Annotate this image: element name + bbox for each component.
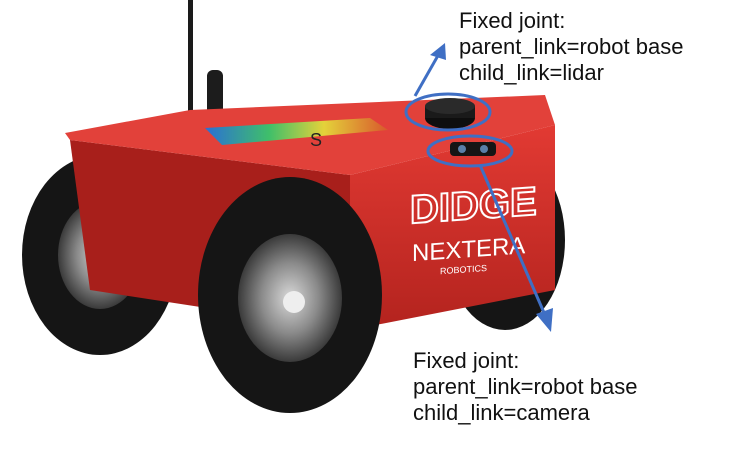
- annotation-line: Fixed joint:: [413, 348, 520, 373]
- lidar-arrowhead: [430, 43, 446, 60]
- antenna: [188, 0, 193, 115]
- lidar-sensor: [425, 98, 475, 129]
- annotation-line: parent_link=robot base: [413, 374, 638, 399]
- annotation-line: child_link=camera: [413, 400, 590, 425]
- lidar-highlight: [404, 92, 492, 132]
- camera-highlight: [426, 134, 514, 168]
- brand-main: DIDGE: [410, 180, 537, 233]
- annotation-line: parent_link=robot base: [459, 34, 684, 59]
- camera-arrowhead: [536, 308, 553, 332]
- top-marker-label: S: [310, 130, 323, 150]
- top-display: [205, 118, 388, 145]
- annotation-line: Fixed joint:: [459, 8, 566, 33]
- lidar-arrow-line: [413, 51, 442, 97]
- camera-arrow-line: [478, 164, 547, 316]
- brand-small: ROBOTICS: [440, 263, 487, 276]
- camera-sensor: [450, 142, 496, 156]
- lidar-joint-annotation: Fixed joint: parent_link=robot base chil…: [459, 8, 683, 86]
- front-left-wheel: [198, 177, 382, 413]
- robot-body-front: [350, 125, 555, 330]
- camera-joint-annotation: Fixed joint: parent_link=robot base chil…: [413, 348, 637, 426]
- annotation-line: child_link=lidar: [459, 60, 604, 85]
